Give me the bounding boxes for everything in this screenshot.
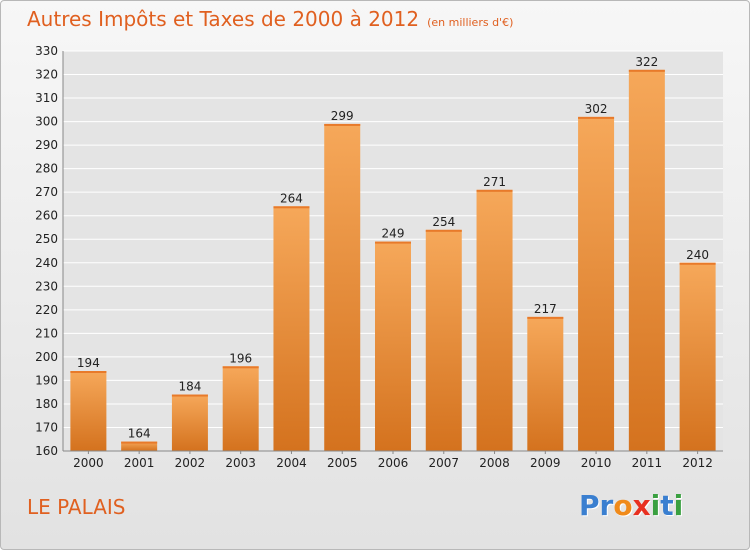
y-tick-label: 240 — [35, 256, 58, 270]
logo-letter: P — [579, 489, 600, 522]
data-label: 322 — [635, 55, 658, 69]
bar — [628, 69, 665, 451]
y-tick-label: 250 — [35, 232, 58, 246]
title-text: Autres Impôts et Taxes de 2000 à 2012 — [27, 7, 420, 31]
data-label: 271 — [483, 175, 506, 189]
bar — [324, 123, 361, 452]
x-tick-label: 2005 — [327, 456, 358, 470]
x-tick-label: 2011 — [632, 456, 663, 470]
x-tick-label: 2002 — [175, 456, 206, 470]
y-tick-label: 230 — [35, 279, 58, 293]
logo-letter: t — [660, 489, 674, 522]
data-label: 299 — [331, 109, 354, 123]
logo-letter: o — [613, 489, 633, 522]
x-tick-label: 2008 — [479, 456, 510, 470]
data-label: 302 — [585, 102, 608, 116]
bar-top-edge — [121, 441, 158, 444]
y-tick-label: 170 — [35, 420, 58, 434]
bar-top-edge — [273, 206, 310, 209]
bar — [375, 241, 411, 451]
y-tick-label: 190 — [35, 373, 58, 387]
y-tick-label: 290 — [35, 138, 58, 152]
bar-top-edge — [425, 229, 462, 232]
bar — [527, 316, 564, 451]
city-name: LE PALAIS — [27, 495, 126, 519]
data-label: 249 — [382, 227, 405, 241]
bar — [70, 371, 107, 451]
x-tick-label: 2004 — [276, 456, 307, 470]
x-tick-label: 2003 — [225, 456, 256, 470]
data-label: 164 — [128, 427, 151, 441]
y-tick-label: 180 — [35, 397, 58, 411]
logo-letter: i — [673, 489, 684, 522]
y-tick-label: 270 — [35, 185, 58, 199]
bar-top-edge — [171, 394, 208, 397]
bar — [121, 441, 158, 451]
proxiti-logo: Proxiti — [579, 489, 683, 522]
y-tick-label: 320 — [35, 68, 58, 82]
bar-top-edge — [628, 69, 665, 72]
bar — [171, 394, 208, 451]
data-label: 184 — [178, 380, 201, 394]
bar — [425, 229, 462, 451]
bar-top-edge — [375, 241, 411, 244]
bar-top-edge — [679, 262, 716, 265]
bar — [578, 116, 615, 451]
data-label: 264 — [280, 191, 303, 205]
bar-chart: 160 170 180 190 200 210 220 230 240 250 260 270 280 2… — [35, 44, 723, 470]
x-tick-label: 2006 — [378, 456, 409, 470]
logo-letter: x — [632, 489, 651, 522]
x-tick-label: 2000 — [73, 456, 104, 470]
bar — [222, 366, 259, 451]
x-tick-label: 2010 — [581, 456, 612, 470]
y-tick-label: 330 — [35, 44, 58, 58]
bar — [273, 206, 310, 451]
data-label: 240 — [686, 248, 709, 262]
bar-top-edge — [70, 371, 107, 373]
y-tick-label: 200 — [35, 350, 58, 364]
y-tick-label: 220 — [35, 303, 58, 317]
y-tick-label: 310 — [35, 91, 58, 105]
bar-top-edge — [222, 366, 259, 369]
bar-top-edge — [324, 123, 361, 126]
data-label: 194 — [77, 356, 100, 370]
bar-top-edge — [527, 316, 564, 319]
data-label: 217 — [534, 302, 557, 316]
x-tick-label: 2001 — [124, 456, 155, 470]
bar-top-edge — [578, 116, 615, 119]
bar — [679, 262, 716, 451]
unit-note: (en milliers d'€) — [427, 16, 514, 29]
y-tick-label: 300 — [35, 115, 58, 129]
data-label: 196 — [229, 351, 252, 365]
bar — [476, 189, 513, 451]
y-tick-label: 160 — [35, 444, 58, 458]
logo-letter: r — [599, 489, 614, 522]
y-tick-label: 210 — [35, 326, 58, 340]
x-tick-label: 2007 — [428, 456, 459, 470]
bar-top-edge — [476, 189, 513, 192]
x-tick-label: 2012 — [682, 456, 713, 470]
logo-letter: i — [650, 489, 661, 522]
data-label: 254 — [432, 215, 455, 229]
y-tick-label: 280 — [35, 162, 58, 176]
chart-title: Autres Impôts et Taxes de 2000 à 2012 (en… — [27, 7, 513, 31]
x-tick-label: 2009 — [530, 456, 561, 470]
y-tick-label: 260 — [35, 209, 58, 223]
